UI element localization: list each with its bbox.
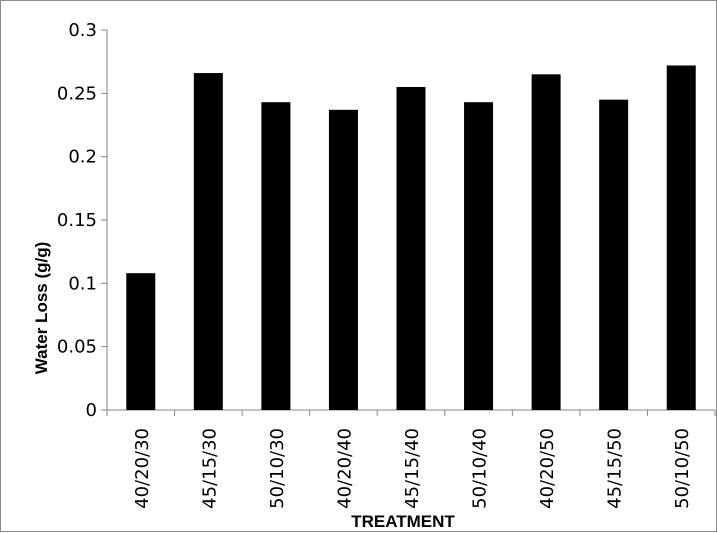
y-tick-label: 0.15: [57, 210, 97, 231]
y-tick-label: 0.2: [68, 147, 97, 168]
x-tick-label: 50/10/50: [672, 428, 693, 509]
x-tick-label: 40/20/40: [334, 428, 355, 509]
y-tick-label: 0: [86, 400, 97, 421]
bar: [328, 109, 358, 411]
x-tick-label: 45/15/40: [402, 428, 423, 509]
bar: [193, 73, 223, 411]
bar: [464, 102, 494, 410]
bar: [599, 99, 629, 411]
y-tick-label: 0.05: [57, 337, 97, 358]
bar: [396, 87, 426, 410]
y-axis-title: Water Loss (g/g): [32, 242, 51, 375]
x-axis-title: TREATMENT: [351, 512, 455, 531]
y-tick-label: 0.25: [57, 83, 97, 104]
bars: [126, 65, 696, 411]
x-tick-labels: 40/20/30 45/15/30 50/10/30 40/20/40 45/15/40…: [132, 428, 693, 509]
bar: [531, 74, 561, 410]
y-tick-label: 0.3: [68, 20, 97, 41]
bar: [666, 65, 696, 410]
bar: [126, 273, 156, 410]
x-tick-label: 40/20/30: [132, 428, 153, 509]
x-tick-label: 40/20/50: [537, 428, 558, 509]
x-tick-label: 45/15/30: [199, 428, 220, 509]
x-axis: [106, 409, 716, 416]
x-tick-label: 50/10/40: [470, 428, 491, 509]
x-tick-label: 45/15/50: [605, 428, 626, 509]
y-axis: 0 0.05 0.1 0.15 0.2 0.25 0.3: [57, 20, 108, 421]
x-tick-label: 50/10/30: [267, 428, 288, 509]
bar: [261, 102, 291, 410]
y-tick-label: 0.1: [68, 273, 97, 294]
